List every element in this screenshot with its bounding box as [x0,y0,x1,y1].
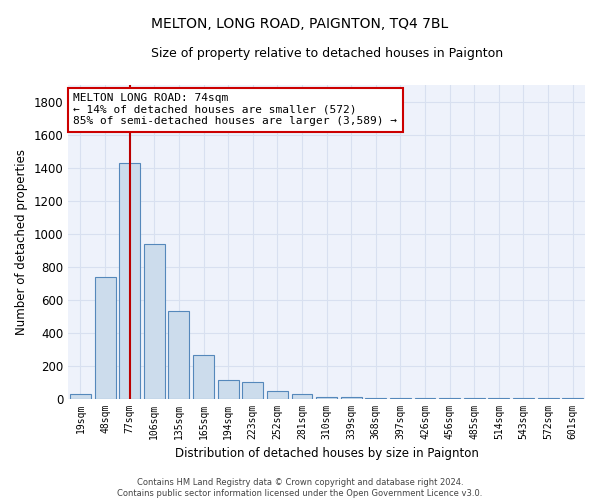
Text: MELTON LONG ROAD: 74sqm
← 14% of detached houses are smaller (572)
85% of semi-d: MELTON LONG ROAD: 74sqm ← 14% of detache… [73,93,397,126]
Bar [144,244,165,398]
Text: Contains HM Land Registry data © Crown copyright and database right 2024.
Contai: Contains HM Land Registry data © Crown c… [118,478,482,498]
Bar [242,382,263,398]
Bar [169,311,190,398]
Title: Size of property relative to detached houses in Paignton: Size of property relative to detached ho… [151,48,503,60]
Bar [267,391,288,398]
Bar [70,394,91,398]
Y-axis label: Number of detached properties: Number of detached properties [15,149,28,335]
Text: MELTON, LONG ROAD, PAIGNTON, TQ4 7BL: MELTON, LONG ROAD, PAIGNTON, TQ4 7BL [151,18,449,32]
X-axis label: Distribution of detached houses by size in Paignton: Distribution of detached houses by size … [175,447,479,460]
Bar [316,396,337,398]
Bar [193,355,214,399]
Bar [218,380,239,398]
Bar [341,397,362,398]
Bar [292,394,313,398]
Bar [119,163,140,398]
Bar [95,276,116,398]
